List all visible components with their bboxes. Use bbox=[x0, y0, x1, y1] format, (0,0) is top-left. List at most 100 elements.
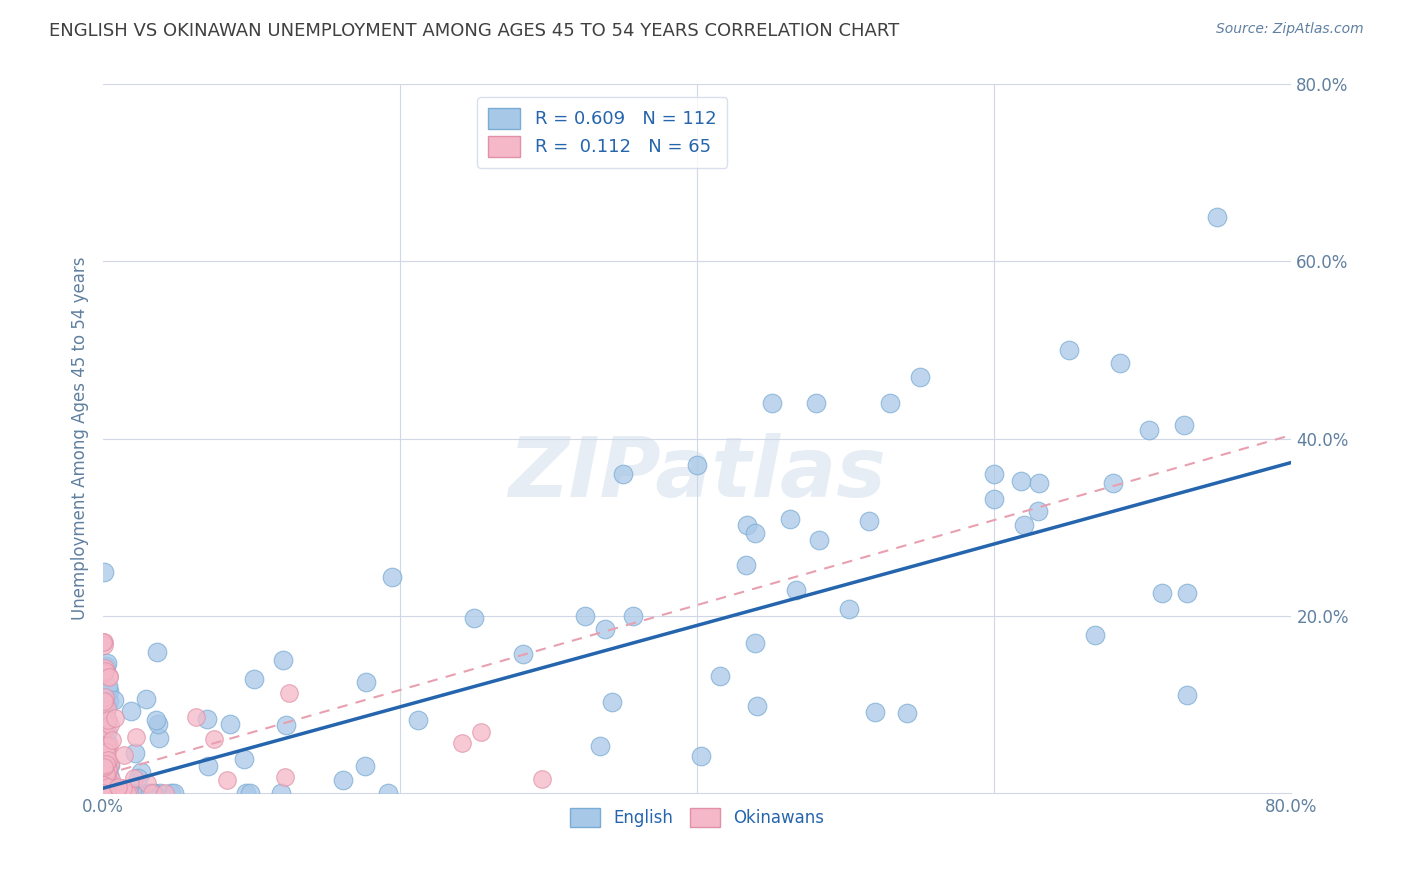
Point bbox=[1206, 211, 1229, 225]
Point bbox=[1012, 518, 1035, 533]
Point bbox=[879, 396, 901, 410]
Point bbox=[134, 786, 156, 800]
Point bbox=[745, 698, 768, 713]
Point bbox=[118, 786, 141, 800]
Point bbox=[1173, 418, 1195, 433]
Point bbox=[184, 710, 207, 724]
Point bbox=[215, 773, 238, 788]
Point bbox=[239, 786, 262, 800]
Y-axis label: Unemployment Among Ages 45 to 54 years: Unemployment Among Ages 45 to 54 years bbox=[72, 257, 89, 620]
Point bbox=[146, 716, 169, 731]
Point bbox=[127, 786, 149, 800]
Point bbox=[94, 786, 117, 800]
Point bbox=[233, 752, 256, 766]
Point bbox=[804, 396, 827, 410]
Point bbox=[574, 609, 596, 624]
Point bbox=[271, 653, 294, 667]
Point bbox=[785, 583, 807, 598]
Point bbox=[93, 635, 115, 649]
Point bbox=[807, 533, 830, 548]
Point bbox=[94, 690, 117, 704]
Point bbox=[589, 739, 612, 753]
Point bbox=[163, 786, 186, 800]
Point bbox=[100, 733, 122, 747]
Point bbox=[235, 786, 257, 800]
Point bbox=[93, 743, 115, 757]
Point bbox=[1177, 688, 1199, 702]
Point bbox=[98, 718, 121, 732]
Point bbox=[98, 786, 121, 800]
Point bbox=[686, 458, 709, 472]
Point bbox=[97, 771, 120, 785]
Point bbox=[96, 758, 118, 772]
Point bbox=[93, 778, 115, 792]
Point bbox=[124, 746, 146, 760]
Point bbox=[129, 786, 152, 800]
Point bbox=[274, 717, 297, 731]
Point bbox=[1057, 343, 1080, 357]
Point bbox=[197, 759, 219, 773]
Point bbox=[129, 764, 152, 779]
Point bbox=[734, 558, 756, 572]
Point bbox=[115, 786, 138, 800]
Point bbox=[127, 771, 149, 785]
Point bbox=[600, 695, 623, 709]
Point bbox=[98, 768, 121, 782]
Point bbox=[94, 695, 117, 709]
Point bbox=[94, 786, 117, 800]
Point bbox=[218, 717, 240, 731]
Point bbox=[100, 772, 122, 787]
Point bbox=[354, 759, 377, 773]
Point bbox=[98, 757, 121, 772]
Point bbox=[98, 786, 121, 800]
Point bbox=[103, 693, 125, 707]
Point bbox=[94, 712, 117, 726]
Point bbox=[93, 746, 115, 760]
Point bbox=[94, 664, 117, 678]
Point bbox=[153, 786, 176, 800]
Point bbox=[97, 763, 120, 777]
Point bbox=[1028, 475, 1050, 490]
Point bbox=[94, 764, 117, 779]
Point bbox=[111, 781, 134, 796]
Point bbox=[93, 739, 115, 754]
Point bbox=[94, 765, 117, 780]
Point bbox=[270, 786, 292, 800]
Legend: English, Okinawans: English, Okinawans bbox=[564, 801, 831, 834]
Point bbox=[93, 634, 115, 648]
Point bbox=[195, 712, 218, 726]
Point bbox=[94, 782, 117, 797]
Point bbox=[93, 786, 115, 800]
Point bbox=[128, 786, 150, 800]
Point bbox=[896, 706, 918, 721]
Point bbox=[124, 771, 146, 785]
Point bbox=[97, 684, 120, 698]
Point bbox=[612, 467, 634, 481]
Point bbox=[98, 669, 121, 683]
Point bbox=[100, 786, 122, 800]
Point bbox=[96, 760, 118, 774]
Point bbox=[93, 739, 115, 753]
Point bbox=[93, 566, 115, 580]
Point bbox=[94, 661, 117, 675]
Point bbox=[93, 638, 115, 652]
Point bbox=[1084, 628, 1107, 642]
Point bbox=[93, 786, 115, 800]
Point bbox=[141, 786, 163, 800]
Point bbox=[1177, 586, 1199, 600]
Point bbox=[1102, 475, 1125, 490]
Point bbox=[451, 736, 474, 750]
Point bbox=[96, 717, 118, 731]
Point bbox=[100, 776, 122, 790]
Point bbox=[1108, 356, 1130, 370]
Point bbox=[97, 670, 120, 684]
Point bbox=[93, 664, 115, 678]
Point bbox=[93, 760, 115, 774]
Point bbox=[128, 786, 150, 800]
Point bbox=[96, 657, 118, 671]
Point bbox=[863, 705, 886, 719]
Text: ZIPatlas: ZIPatlas bbox=[509, 434, 886, 515]
Point bbox=[97, 780, 120, 795]
Point bbox=[690, 748, 713, 763]
Point bbox=[858, 514, 880, 528]
